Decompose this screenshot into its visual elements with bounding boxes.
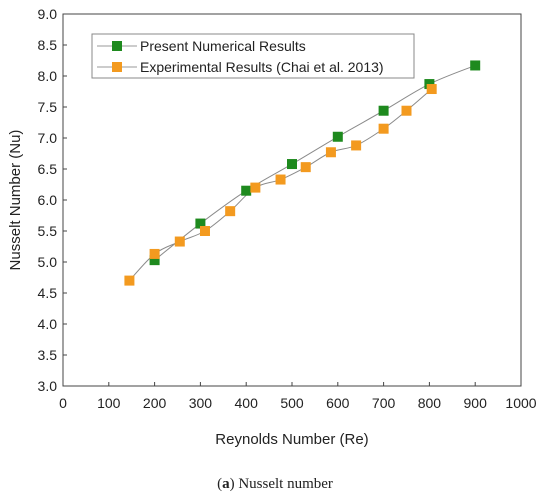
- x-tick-label: 900: [464, 395, 488, 411]
- y-tick-label: 8.5: [38, 37, 58, 53]
- data-point-experimental: [325, 147, 336, 158]
- data-point-numerical: [378, 105, 389, 116]
- x-tick-label: 300: [189, 395, 213, 411]
- y-tick-label: 3.0: [38, 378, 58, 394]
- y-tick-label: 6.0: [38, 192, 58, 208]
- caption-label: a: [222, 476, 230, 492]
- legend-label-numerical: Present Numerical Results: [140, 38, 306, 54]
- x-axis-title: Reynolds Number (Re): [215, 431, 368, 448]
- data-point-experimental: [199, 226, 210, 236]
- x-tick-label: 100: [97, 395, 121, 411]
- y-tick-label: 4.0: [38, 316, 58, 332]
- data-point-numerical: [470, 60, 481, 71]
- data-point-numerical: [149, 255, 160, 266]
- data-point-numerical: [195, 218, 206, 229]
- caption-text: Nusselt number: [234, 476, 333, 492]
- x-tick-label: 700: [372, 395, 396, 411]
- y-axis-title: Nusselt Number (Nu): [7, 130, 24, 271]
- data-point-experimental: [378, 123, 389, 134]
- data-point-experimental: [426, 84, 437, 95]
- x-tick-label: 200: [143, 395, 167, 411]
- y-tick-label: 5.0: [38, 254, 58, 270]
- legend: Present Numerical Results Experimental R…: [91, 33, 415, 79]
- chart: 0 100 200 300 400 500 600 700 800 900 1000 3.0 3.5 4.…: [7, 6, 537, 448]
- y-tick-label: 3.5: [38, 347, 58, 363]
- data-point-numerical: [287, 159, 297, 170]
- x-tick-label: 0: [59, 395, 67, 411]
- legend-marker-numerical: [112, 41, 122, 51]
- data-point-experimental: [351, 140, 362, 151]
- x-tick-label: 400: [235, 395, 259, 411]
- data-point-numerical: [332, 131, 343, 142]
- data-point-experimental: [275, 174, 286, 185]
- legend-box: [91, 33, 415, 79]
- axis-ticks: 0 100 200 300 400 500 600 700 800 900 1000 3.0 3.5 4.…: [38, 6, 537, 411]
- y-tick-label: 8.0: [38, 68, 58, 84]
- series-lines: [129, 64, 476, 281]
- x-tick-label: 1000: [505, 395, 536, 411]
- x-tick-label: 500: [280, 395, 304, 411]
- series-line-experimental: [129, 88, 433, 281]
- series-markers: [124, 60, 481, 286]
- y-tick-label: 5.5: [38, 223, 58, 239]
- data-point-experimental: [300, 162, 311, 173]
- legend-label-experimental: Experimental Results (Chai et al. 2013): [140, 59, 384, 75]
- x-tick-label: 600: [326, 395, 350, 411]
- data-point-numerical: [241, 185, 252, 196]
- data-point-experimental: [149, 248, 160, 259]
- x-tick-label: 800: [418, 395, 442, 411]
- data-point-experimental: [124, 275, 135, 286]
- data-point-experimental: [401, 105, 412, 116]
- data-point-experimental: [250, 182, 261, 193]
- y-tick-label: 7.0: [38, 130, 58, 146]
- y-tick-label: 9.0: [38, 6, 58, 22]
- data-point-experimental: [225, 206, 236, 217]
- figure-caption: (a) Nusselt number: [217, 476, 333, 492]
- y-tick-label: 4.5: [38, 285, 58, 301]
- y-tick-label: 7.5: [38, 99, 58, 115]
- y-tick-label: 6.5: [38, 161, 58, 177]
- legend-marker-experimental: [112, 62, 122, 72]
- data-point-experimental: [174, 236, 185, 247]
